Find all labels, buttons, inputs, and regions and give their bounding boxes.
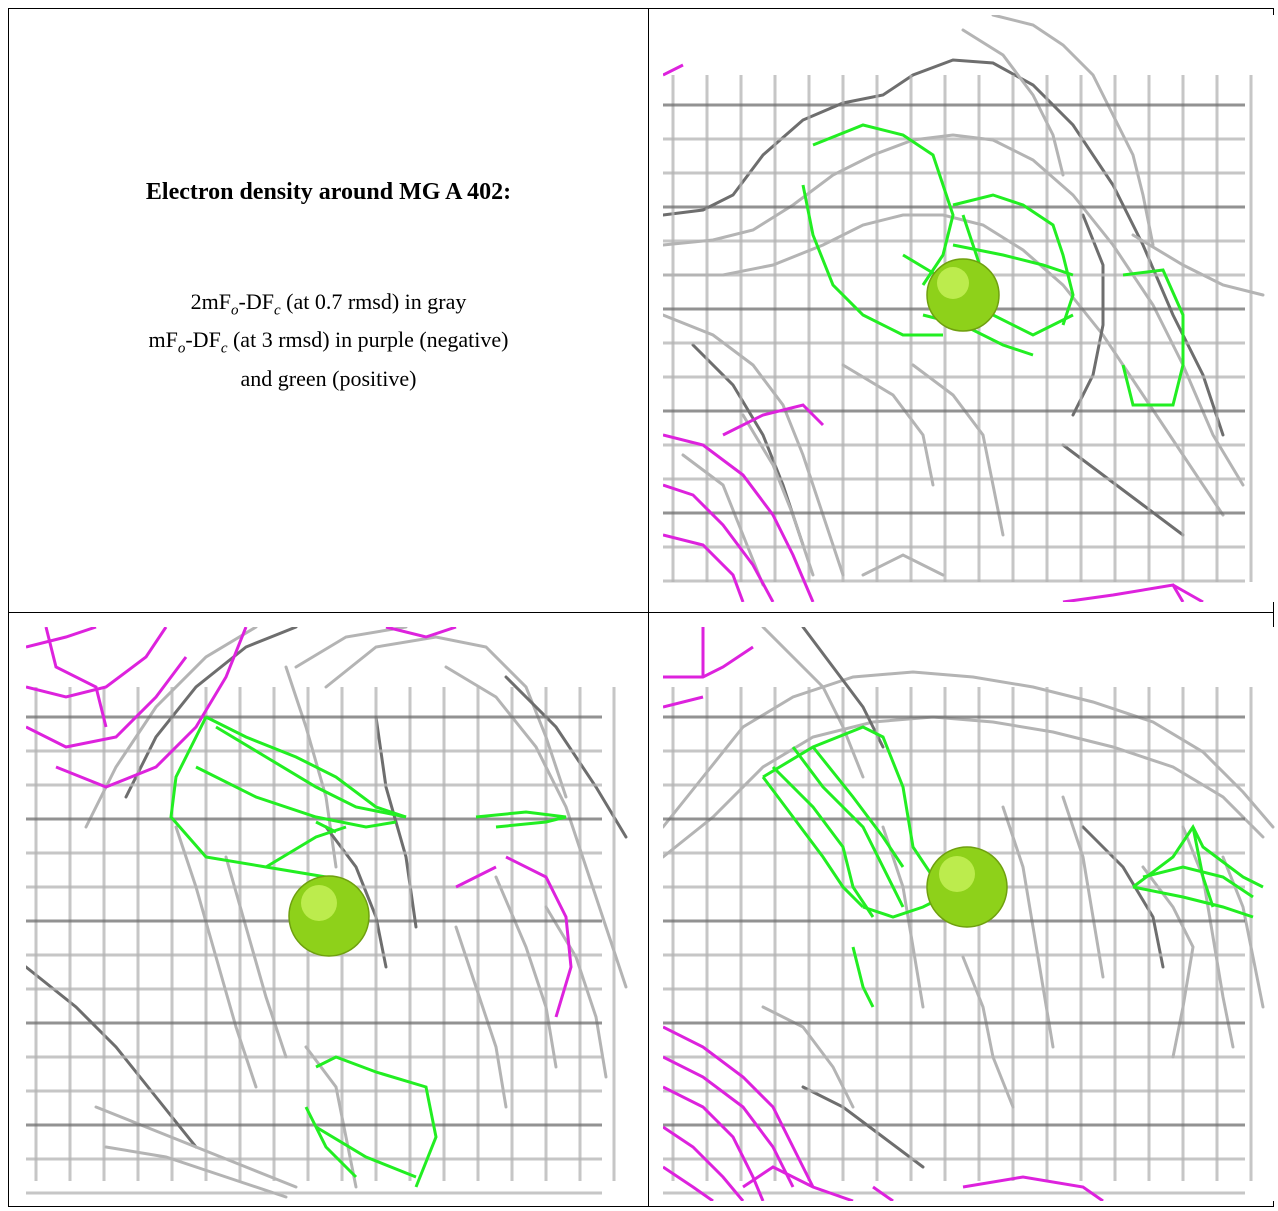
density-panel-bottom-left <box>26 627 632 1201</box>
density-panel-top-right <box>663 15 1275 602</box>
vertical-divider <box>648 8 649 1207</box>
caption-line-3: and green (positive) <box>240 365 417 391</box>
caption-line-2: mFo-DFc (at 3 rmsd) in purple (negative) <box>148 327 509 357</box>
negative-mesh <box>26 627 573 1018</box>
caption-lines: 2mFo-DFc (at 0.7 rmsd) in gray mFo-DFc (… <box>9 287 648 393</box>
negative-mesh <box>663 63 1204 602</box>
horizontal-divider <box>8 612 1274 613</box>
density-panel-bottom-right <box>663 627 1275 1201</box>
mg-ion-highlight <box>301 885 337 921</box>
caption-cell: Electron density around MG A 402: 2mFo-D… <box>9 9 648 612</box>
caption-title: Electron density around MG A 402: <box>145 179 512 205</box>
mg-ion <box>926 846 1008 928</box>
caption-line-1: 2mFo-DFc (at 0.7 rmsd) in gray <box>190 289 467 319</box>
positive-mesh <box>761 725 1264 1008</box>
density-view-bottom-left <box>26 627 628 1199</box>
mg-ion <box>288 875 370 957</box>
mg-ion-highlight <box>939 856 975 892</box>
negative-mesh <box>663 627 1104 1201</box>
positive-mesh <box>169 715 567 1188</box>
density-view-top-right <box>663 15 1265 602</box>
mg-ion <box>926 258 1000 332</box>
figure-frame <box>8 8 1274 1207</box>
mg-ion-highlight <box>937 267 969 299</box>
density-view-bottom-right <box>663 627 1275 1201</box>
gray-mesh <box>663 15 1265 587</box>
